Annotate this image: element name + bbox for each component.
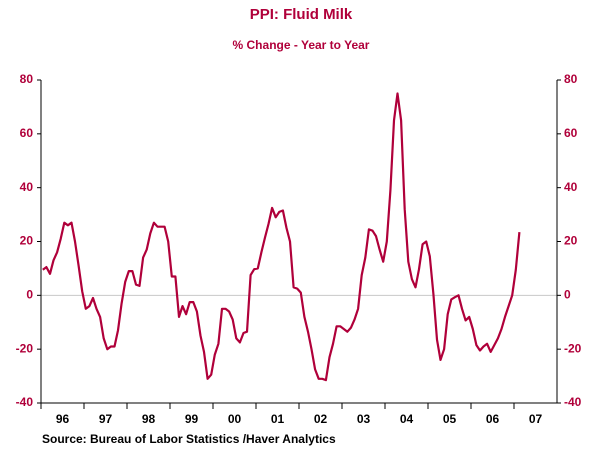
chart-subtitle: % Change - Year to Year bbox=[233, 38, 370, 52]
y-tick-label: -40 bbox=[16, 395, 34, 409]
x-tick-label: 01 bbox=[271, 412, 285, 426]
source-note: Source: Bureau of Labor Statistics /Have… bbox=[42, 432, 336, 446]
chart-title: PPI: Fluid Milk bbox=[250, 6, 353, 23]
y2-tick-label: 60 bbox=[564, 126, 578, 140]
y2-tick-label: -20 bbox=[564, 341, 582, 355]
x-tick-label: 97 bbox=[99, 412, 113, 426]
y2-tick-label: 20 bbox=[564, 234, 578, 248]
y2-tick-label: 40 bbox=[564, 180, 578, 194]
y-tick-label: 0 bbox=[26, 288, 33, 302]
x-tick-label: 04 bbox=[400, 412, 414, 426]
y-tick-label: 80 bbox=[20, 72, 34, 86]
x-tick-label: 06 bbox=[486, 412, 500, 426]
x-tick-label: 03 bbox=[357, 412, 371, 426]
y2-tick-label: -40 bbox=[564, 395, 582, 409]
y-tick-label: -20 bbox=[16, 341, 34, 355]
x-tick-label: 02 bbox=[314, 412, 328, 426]
x-tick-label: 00 bbox=[228, 412, 242, 426]
x-tick-label: 98 bbox=[142, 412, 156, 426]
y2-tick-label: 0 bbox=[564, 288, 571, 302]
y-tick-label: 20 bbox=[20, 234, 34, 248]
x-tick-label: 99 bbox=[185, 412, 199, 426]
y-tick-label: 60 bbox=[20, 126, 34, 140]
data-line bbox=[42, 92, 521, 382]
y-tick-label: 40 bbox=[20, 180, 34, 194]
x-tick-label: 07 bbox=[529, 412, 543, 426]
x-tick-label: 96 bbox=[56, 412, 70, 426]
y2-tick-label: 80 bbox=[564, 72, 578, 86]
x-tick-label: 05 bbox=[443, 412, 457, 426]
